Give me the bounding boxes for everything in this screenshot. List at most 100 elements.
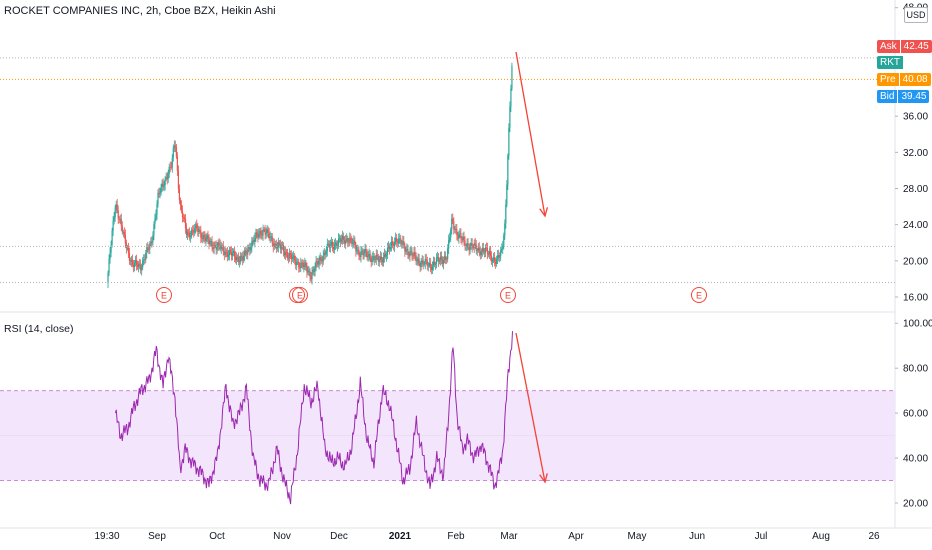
candle xyxy=(416,260,418,262)
candle xyxy=(219,244,221,249)
candle xyxy=(306,267,308,273)
candle xyxy=(404,245,406,252)
price-tag-bid: Bid 39.45 xyxy=(877,90,930,103)
candle xyxy=(349,237,351,243)
candle xyxy=(175,146,177,157)
candle xyxy=(484,247,487,253)
candle xyxy=(498,255,500,258)
candle xyxy=(467,243,469,248)
candle xyxy=(188,232,190,234)
candle xyxy=(304,262,306,266)
candle xyxy=(470,243,472,246)
candle xyxy=(358,249,360,256)
rsi-indicator-title[interactable]: RSI (14, close) xyxy=(4,323,74,335)
candle xyxy=(192,229,194,231)
candle xyxy=(437,257,440,262)
candle xyxy=(425,259,427,261)
candle xyxy=(177,170,179,189)
candle xyxy=(119,218,121,220)
candle xyxy=(314,267,316,272)
candle xyxy=(359,255,361,258)
candle xyxy=(461,238,463,240)
candle xyxy=(302,262,304,268)
candle xyxy=(265,233,267,235)
candle xyxy=(443,260,445,264)
candle xyxy=(388,246,391,250)
candle xyxy=(447,248,449,260)
candle xyxy=(285,252,288,254)
candle xyxy=(209,241,211,245)
candle xyxy=(337,238,340,245)
earnings-marker-label: E xyxy=(297,291,303,301)
price-tag-label: Bid xyxy=(877,90,898,103)
candle xyxy=(263,229,265,231)
candle xyxy=(431,265,433,271)
candle xyxy=(166,177,168,180)
annotation-arrows[interactable] xyxy=(515,51,549,484)
candle xyxy=(347,238,349,243)
candle xyxy=(424,259,426,264)
candle xyxy=(468,247,470,251)
candle xyxy=(311,272,313,280)
candle xyxy=(213,244,215,249)
candle xyxy=(310,276,312,280)
candle xyxy=(139,263,141,265)
candle xyxy=(121,225,123,233)
candle xyxy=(490,255,493,262)
candle xyxy=(476,250,478,252)
candle xyxy=(234,256,237,261)
candle xyxy=(170,166,172,168)
rsi-axis[interactable]: 20.00 40.00 60.00 80.00 100.00 xyxy=(895,319,932,510)
earnings-marker-label: E xyxy=(161,291,167,301)
candle xyxy=(120,218,122,226)
candle xyxy=(374,259,376,261)
candle xyxy=(344,239,346,244)
candle xyxy=(471,243,473,248)
candle xyxy=(199,229,201,231)
candle xyxy=(288,253,291,259)
price-tick-label: 36.00 xyxy=(903,112,928,123)
rsi-pane xyxy=(0,390,895,482)
candle xyxy=(196,224,198,229)
time-axis[interactable]: 19:30 Sep Oct Nov Dec 2021 Feb Mar Apr May Jun Jul A… xyxy=(94,531,880,542)
candle xyxy=(463,236,465,241)
candle xyxy=(506,184,508,205)
candle xyxy=(418,258,420,264)
candle xyxy=(226,252,228,257)
candle xyxy=(377,256,379,262)
candle xyxy=(182,217,185,219)
price-tag-ask: Ask 42.45 xyxy=(877,40,932,53)
candle xyxy=(473,243,475,248)
price-tick-label: 28.00 xyxy=(903,184,928,195)
candle xyxy=(180,205,183,211)
candle xyxy=(114,208,116,218)
candle xyxy=(134,260,137,263)
price-tick-label: 16.00 xyxy=(903,293,928,304)
candle xyxy=(505,204,507,224)
candle xyxy=(460,233,462,239)
candle xyxy=(146,247,148,254)
price-candles[interactable] xyxy=(107,62,513,288)
candle xyxy=(351,238,353,244)
candle xyxy=(277,242,279,248)
candle xyxy=(389,246,392,250)
candle xyxy=(364,249,366,254)
arrow-head-icon xyxy=(539,207,549,218)
candle xyxy=(130,259,133,262)
earnings-marker-label: E xyxy=(696,291,702,301)
rsi-line[interactable] xyxy=(115,331,513,505)
currency-button[interactable]: USD xyxy=(904,7,928,23)
candle xyxy=(247,249,249,255)
candle xyxy=(116,204,118,211)
candle xyxy=(155,214,157,219)
candle xyxy=(262,229,264,236)
candle xyxy=(218,242,220,245)
price-tag-label: Pre xyxy=(877,73,899,86)
candle xyxy=(472,247,474,249)
time-tick-label: May xyxy=(628,531,647,542)
candle xyxy=(259,231,261,234)
candle xyxy=(367,255,369,258)
candle xyxy=(126,248,128,249)
candle xyxy=(231,252,234,256)
